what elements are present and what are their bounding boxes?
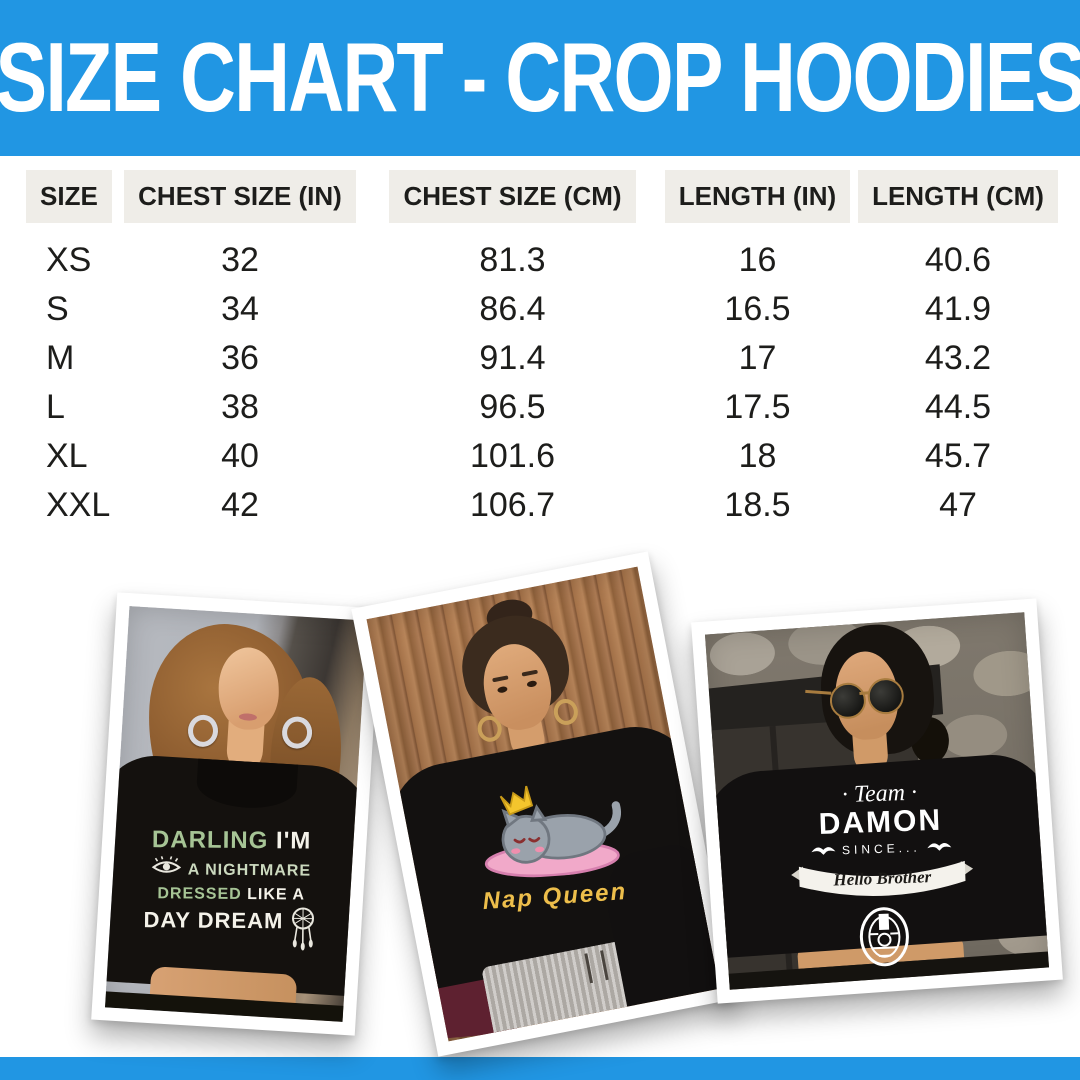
photo-nap-queen: Nap Queen — [351, 551, 735, 1057]
hoop-earring-icon — [551, 696, 581, 727]
photo-collage: DARLING I'M A NIGHTMARE DRESSED LIKE A D… — [0, 542, 1080, 1072]
table-row: L 38 96.5 17.5 44.5 — [24, 383, 1056, 432]
hoodie-print-nap-queen: Nap Queen — [409, 775, 693, 921]
table-cell: 91.4 — [479, 339, 546, 377]
table-cell: M — [46, 339, 75, 377]
photo-darling-daydream: DARLING I'M A NIGHTMARE DRESSED LIKE A D… — [91, 592, 381, 1036]
table-row: XL 40 101.6 18 45.7 — [24, 432, 1056, 481]
banner: SIZE CHART - CROP HOODIES — [0, 0, 1080, 156]
table-cell: S — [46, 290, 69, 328]
table-cell: 32 — [221, 241, 259, 279]
table-cell: 36 — [221, 339, 259, 377]
decor-dot: · — [910, 779, 918, 806]
print-word: LIKE A — [247, 885, 306, 904]
dreamcatcher-icon — [288, 906, 318, 960]
crow-icon — [810, 842, 837, 858]
table-cell: XL — [46, 437, 88, 475]
table-header-row: SIZE CHEST SIZE (IN) CHEST SIZE (CM) LEN… — [24, 170, 1058, 223]
column-header-size: SIZE — [26, 170, 112, 223]
table-cell: 86.4 — [479, 290, 546, 328]
table-cell: 16 — [738, 241, 777, 279]
table-cell: 101.6 — [469, 437, 556, 475]
column-header-chest-in: CHEST SIZE (IN) — [124, 170, 356, 223]
print-word: DARLING — [151, 826, 269, 855]
table-cell: 44.5 — [924, 388, 992, 426]
decor-dot: · — [841, 781, 849, 809]
table-cell: L — [46, 388, 65, 426]
column-header-chest-cm: CHEST SIZE (CM) — [389, 170, 636, 223]
table-cell: 106.7 — [469, 486, 556, 524]
hoodie-print-darling: DARLING I'M A NIGHTMARE DRESSED LIKE A D… — [120, 824, 343, 960]
signet-crest-icon — [723, 900, 1045, 978]
column-header-length-cm: LENGTH (CM) — [858, 170, 1058, 223]
bottom-strip — [0, 1057, 1080, 1080]
print-word: Team — [853, 779, 906, 808]
table-cell: 81.3 — [479, 241, 546, 279]
table-cell: 43.2 — [924, 339, 992, 377]
table-cell: 40.6 — [924, 241, 992, 279]
table-cell: 38 — [221, 388, 259, 426]
table-cell: 17.5 — [724, 388, 791, 426]
print-word: DAY DREAM — [143, 906, 284, 933]
table-row: XXL 42 106.7 18.5 47 — [24, 481, 1056, 530]
column-header-length-in: LENGTH (IN) — [664, 170, 851, 223]
table-cell: 45.7 — [924, 437, 992, 475]
table-cell: XXL — [46, 486, 111, 524]
table-cell: 40 — [221, 437, 259, 475]
crown-icon — [499, 785, 534, 816]
sleeping-cat-icon — [465, 785, 642, 886]
table-cell: 47 — [939, 486, 977, 524]
table-cell: 18 — [738, 437, 777, 475]
eye-icon — [152, 856, 182, 884]
print-word: A NIGHTMARE — [187, 861, 312, 880]
table-row: M 36 91.4 17 43.2 — [24, 334, 1056, 383]
table-cell: 18.5 — [724, 486, 791, 524]
photo-team-damon: · Team · DAMON SINCE... Hello Brother — [691, 598, 1063, 1004]
print-word: DRESSED — [157, 885, 242, 903]
ribbon-banner-icon: Hello Brother — [789, 857, 976, 907]
table-cell: 96.5 — [479, 388, 546, 426]
table-cell: XS — [46, 241, 92, 279]
table-cell: 42 — [221, 486, 259, 524]
table-row: S 34 86.4 16.5 41.9 — [24, 285, 1056, 334]
table-row: XS 32 81.3 16 40.6 — [24, 236, 1056, 285]
table-cell: 17 — [738, 339, 777, 377]
print-word: I'M — [275, 827, 312, 855]
page-title: SIZE CHART - CROP HOODIES — [0, 22, 1080, 133]
table-body: XS 32 81.3 16 40.6 S 34 86.4 16.5 41.9 M… — [24, 236, 1056, 530]
print-word: SINCE... — [841, 839, 921, 857]
crow-icon — [926, 838, 953, 854]
size-chart-table: SIZE CHEST SIZE (IN) CHEST SIZE (CM) LEN… — [24, 170, 1058, 530]
table-cell: 16.5 — [724, 290, 791, 328]
table-cell: 41.9 — [924, 290, 992, 328]
table-cell: 34 — [221, 290, 259, 328]
hoodie-print-team-damon: · Team · DAMON SINCE... Hello Brother — [719, 775, 1046, 978]
